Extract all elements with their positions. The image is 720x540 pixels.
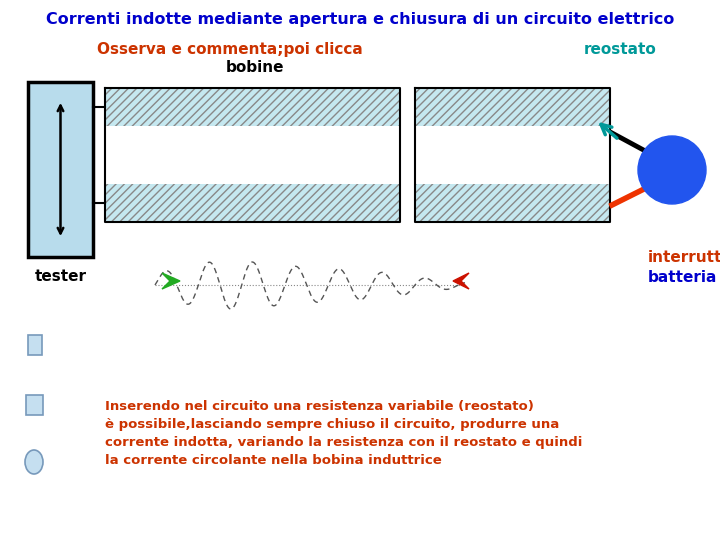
Text: Osserva e commenta;poi clicca: Osserva e commenta;poi clicca [97,42,363,57]
Ellipse shape [25,450,43,474]
Text: interruttore: interruttore [648,250,720,265]
Text: è possibile,lasciando sempre chiuso il circuito, produrre una: è possibile,lasciando sempre chiuso il c… [105,418,559,431]
Text: bobine: bobine [226,60,284,75]
Bar [28,335,42,355]
Bar [26,395,43,415]
Text: Correnti indotte mediante apertura e chiusura di un circuito elettrico: Correnti indotte mediante apertura e chi… [46,12,674,27]
Bar [415,184,610,222]
Bar [105,88,400,126]
Polygon shape [453,273,469,289]
Bar [415,88,610,126]
Text: la corrente circolante nella bobina induttrice: la corrente circolante nella bobina indu… [105,454,442,467]
Polygon shape [162,273,180,289]
Bar [105,184,400,222]
Text: batteria: batteria [648,270,717,285]
Bar [28,82,93,257]
Text: Inserendo nel circuito una resistenza variabile (reostato): Inserendo nel circuito una resistenza va… [105,400,534,413]
Text: reostato: reostato [584,42,657,57]
Text: tester: tester [35,269,86,284]
Text: corrente indotta, variando la resistenza con il reostato e quindi: corrente indotta, variando la resistenza… [105,436,582,449]
Ellipse shape [638,136,706,204]
